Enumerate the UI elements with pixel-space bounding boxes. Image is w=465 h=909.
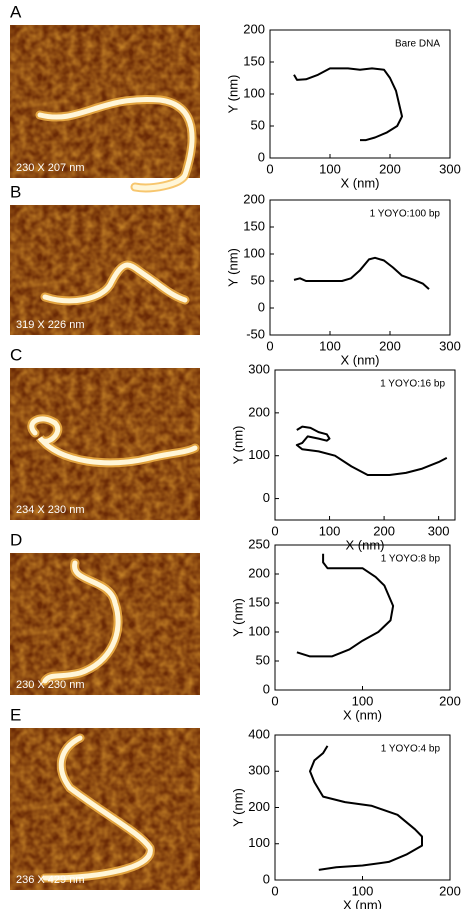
x-tick-label: 0 — [266, 338, 273, 353]
trace-line — [293, 67, 403, 142]
dna-strand — [37, 96, 195, 191]
y-tick-label: 150 — [243, 53, 265, 68]
x-axis-label: X (nm) — [341, 352, 380, 367]
image-texture — [10, 368, 200, 520]
annotation: 1 YOYO:100 bp — [370, 209, 441, 220]
x-tick-label: 200 — [379, 338, 401, 353]
y-tick-label: -50 — [246, 326, 265, 341]
image-caption: 230 X 207 nm — [16, 162, 85, 174]
y-tick-label: 100 — [243, 85, 265, 100]
y-tick-label: 0 — [263, 871, 270, 886]
x-tick-label: 0 — [271, 523, 278, 538]
y-tick-label: 200 — [248, 799, 270, 814]
plot-frame — [274, 734, 451, 881]
y-tick-label: 250 — [248, 536, 270, 551]
afm-image: 236 X 429 nm — [10, 728, 200, 890]
annotation: 1 YOYO:16 bp — [380, 379, 445, 390]
x-tick-label: 200 — [439, 693, 461, 708]
x-tick-label: 200 — [439, 883, 461, 898]
dna-strand — [42, 262, 188, 304]
image-caption: 236 X 429 nm — [16, 874, 85, 886]
panel-letter: E — [10, 705, 21, 724]
annotation: 1 YOYO:4 bp — [381, 744, 441, 755]
image-caption: 234 X 230 nm — [16, 504, 85, 516]
y-tick-label: 0 — [263, 490, 270, 505]
y-tick-label: 50 — [256, 652, 270, 667]
y-tick-label: 300 — [248, 361, 270, 376]
x-tick-label: 200 — [373, 523, 395, 538]
y-tick-label: 150 — [243, 218, 265, 233]
x-tick-label: 100 — [352, 883, 374, 898]
afm-image: 230 X 207 nm — [10, 25, 200, 193]
annotation: 1 YOYO:8 bp — [381, 554, 441, 565]
y-axis-label: Y (nm) — [225, 75, 240, 114]
x-tick-label: 0 — [266, 161, 273, 176]
x-tick-label: 100 — [319, 338, 341, 353]
y-tick-label: 100 — [248, 623, 270, 638]
image-caption: 230 X 230 nm — [16, 679, 85, 691]
afm-image: 230 X 230 nm — [10, 553, 200, 695]
x-axis-label: X (nm) — [343, 707, 382, 722]
x-tick-label: 300 — [439, 161, 461, 176]
trace-line — [309, 745, 423, 871]
x-axis-label: X (nm) — [343, 897, 382, 909]
y-tick-label: 200 — [243, 21, 265, 36]
y-tick-label: 200 — [248, 565, 270, 580]
y-tick-label: 0 — [258, 149, 265, 164]
x-tick-label: 0 — [271, 883, 278, 898]
y-tick-label: 100 — [248, 447, 270, 462]
y-tick-label: 200 — [248, 404, 270, 419]
image-texture — [10, 553, 200, 695]
y-axis-label: Y (nm) — [230, 598, 245, 637]
trace-line — [293, 256, 430, 290]
y-tick-label: 100 — [243, 245, 265, 260]
y-tick-label: 300 — [248, 763, 270, 778]
dna-strand — [29, 416, 198, 466]
x-tick-label: 100 — [319, 161, 341, 176]
y-axis-label: Y (nm) — [225, 248, 240, 287]
y-tick-label: 200 — [243, 191, 265, 206]
y-tick-label: 0 — [263, 681, 270, 696]
trace-line — [296, 553, 395, 658]
y-tick-label: 400 — [248, 726, 270, 741]
annotation: Bare DNA — [395, 39, 440, 50]
y-tick-label: 100 — [248, 835, 270, 850]
afm-image: 319 X 226 nm — [10, 205, 200, 335]
y-axis-label: Y (nm) — [230, 426, 245, 465]
image-texture — [10, 205, 200, 335]
y-axis-label: Y (nm) — [230, 788, 245, 827]
trace-line — [295, 425, 448, 476]
panel-letter: A — [10, 2, 22, 21]
x-axis-label: X (nm) — [341, 175, 380, 190]
panel-letter: D — [10, 530, 22, 549]
panel-letter: C — [10, 345, 22, 364]
dna-strand — [42, 560, 121, 684]
image-caption: 319 X 226 nm — [16, 319, 85, 331]
panel-letter: B — [10, 182, 21, 201]
x-tick-label: 100 — [319, 523, 341, 538]
x-tick-label: 200 — [379, 161, 401, 176]
y-tick-label: 0 — [258, 299, 265, 314]
afm-image: 234 X 230 nm — [10, 368, 200, 520]
y-tick-label: 50 — [251, 117, 265, 132]
x-tick-label: 300 — [428, 523, 450, 538]
plot-frame — [274, 544, 451, 691]
x-tick-label: 100 — [352, 693, 374, 708]
dna-strand — [42, 735, 153, 881]
plot-frame — [274, 369, 456, 521]
x-tick-label: 300 — [439, 338, 461, 353]
y-tick-label: 150 — [248, 594, 270, 609]
x-tick-label: 0 — [271, 693, 278, 708]
plot-frame — [269, 199, 451, 336]
y-tick-label: 50 — [251, 272, 265, 287]
